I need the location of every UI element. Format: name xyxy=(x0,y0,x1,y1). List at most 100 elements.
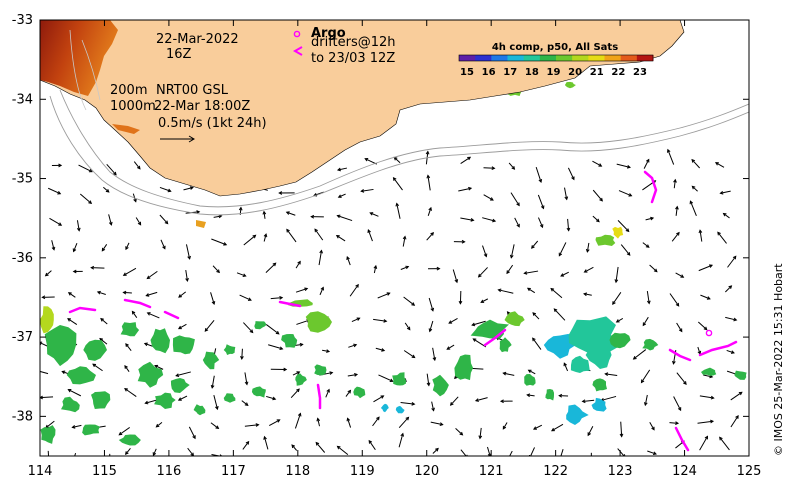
current-arrow xyxy=(346,255,351,266)
current-arrow xyxy=(537,194,545,210)
current-arrow xyxy=(699,395,715,400)
current-arrow xyxy=(40,370,49,375)
colorbar-label: 23 xyxy=(633,67,647,78)
current-arrow xyxy=(241,400,249,406)
current-arrow xyxy=(428,266,441,271)
colorbar-swatch xyxy=(523,55,541,61)
current-arrow xyxy=(278,191,295,195)
current-arrow xyxy=(348,343,358,348)
sst-patch xyxy=(193,404,206,416)
current-arrow xyxy=(431,401,435,412)
current-arrow xyxy=(49,217,63,226)
current-arrow xyxy=(726,349,735,354)
current-arrow xyxy=(618,190,633,197)
current-arrow xyxy=(486,446,492,456)
current-arrow xyxy=(527,369,536,375)
current-arrow xyxy=(210,422,220,430)
australia-landmass xyxy=(40,20,685,197)
current-arrow xyxy=(377,292,391,299)
current-arrow xyxy=(51,163,63,168)
current-arrow xyxy=(74,453,77,456)
current-arrow xyxy=(460,217,475,222)
colorbar-swatch xyxy=(459,55,476,61)
current-arrow xyxy=(243,322,254,334)
current-arrow xyxy=(336,167,348,172)
current-arrow xyxy=(400,265,410,270)
current-arrow xyxy=(336,214,353,222)
colorbar-swatch xyxy=(507,55,525,61)
current-arrow xyxy=(72,269,83,274)
current-arrow xyxy=(616,163,631,169)
map-date: 22-Mar-2022 xyxy=(156,32,239,47)
current-arrow xyxy=(108,214,113,226)
colorbar-label: 15 xyxy=(460,67,474,78)
current-arrow xyxy=(188,426,196,440)
current-arrow xyxy=(295,287,309,293)
current-arrow xyxy=(535,166,543,184)
sst-patch xyxy=(305,311,332,333)
current-arrow xyxy=(315,441,326,453)
current-arrow xyxy=(125,343,132,351)
sst-patch xyxy=(150,328,170,354)
current-arrow xyxy=(177,395,188,401)
current-arrow xyxy=(642,242,650,248)
current-arrow xyxy=(583,292,592,297)
current-arrow xyxy=(590,452,592,456)
colorbar-label: 18 xyxy=(525,67,539,78)
current-arrow xyxy=(697,321,708,331)
current-arrow xyxy=(368,439,376,451)
current-arrow xyxy=(428,297,435,312)
colorbar-swatch xyxy=(604,55,622,61)
current-arrow xyxy=(124,388,137,397)
current-arrow xyxy=(675,205,679,216)
colorbar-label: 20 xyxy=(568,67,582,78)
x-tick-label: 116 xyxy=(156,464,181,479)
current-arrow xyxy=(47,450,50,456)
isobath-200m xyxy=(59,89,749,208)
current-arrow xyxy=(724,285,733,293)
current-arrow xyxy=(632,349,647,360)
y-tick-label: -33 xyxy=(12,13,33,28)
y-axis: -33 -34 -35 -36 -37 -38 xyxy=(12,13,749,424)
current-arrow xyxy=(722,212,730,219)
current-arrow xyxy=(426,174,431,191)
colorbar-swatch xyxy=(572,55,589,61)
current-arrow xyxy=(239,294,252,301)
drifter-track xyxy=(163,310,180,320)
x-tick-label: 115 xyxy=(92,464,117,479)
current-arrow xyxy=(699,435,709,451)
current-arrow xyxy=(263,435,269,450)
sst-patch xyxy=(568,316,620,354)
current-arrow xyxy=(92,363,103,372)
argo-icon xyxy=(293,30,301,38)
colorbar-swatch xyxy=(539,55,557,61)
current-arrow xyxy=(614,266,619,284)
sst-patch xyxy=(564,81,576,89)
y-tick-label: -37 xyxy=(12,330,33,345)
current-arrow xyxy=(714,162,725,168)
current-arrow xyxy=(270,367,288,372)
current-arrow xyxy=(125,242,130,251)
colorbar-swatch xyxy=(588,55,605,61)
current-arrow xyxy=(567,167,575,181)
current-arrow xyxy=(585,242,590,253)
drifter-track xyxy=(698,340,738,357)
current-arrow xyxy=(673,396,682,412)
current-arrow xyxy=(133,161,141,170)
x-tick-label: 117 xyxy=(221,464,246,479)
current-arrow xyxy=(325,388,330,398)
current-arrow xyxy=(483,194,494,201)
current-arrow xyxy=(316,417,321,427)
current-arrow xyxy=(509,244,515,259)
current-arrow xyxy=(372,416,380,427)
sst-patch xyxy=(432,374,449,397)
current-arrow xyxy=(592,189,603,202)
current-arrow xyxy=(100,317,108,325)
current-arrow xyxy=(537,217,544,229)
current-arrow xyxy=(336,445,349,456)
current-arrow xyxy=(480,298,489,303)
current-arrow xyxy=(676,372,687,385)
sst-patch xyxy=(395,405,405,414)
current-arrow xyxy=(502,371,515,376)
current-arrow xyxy=(146,270,158,280)
